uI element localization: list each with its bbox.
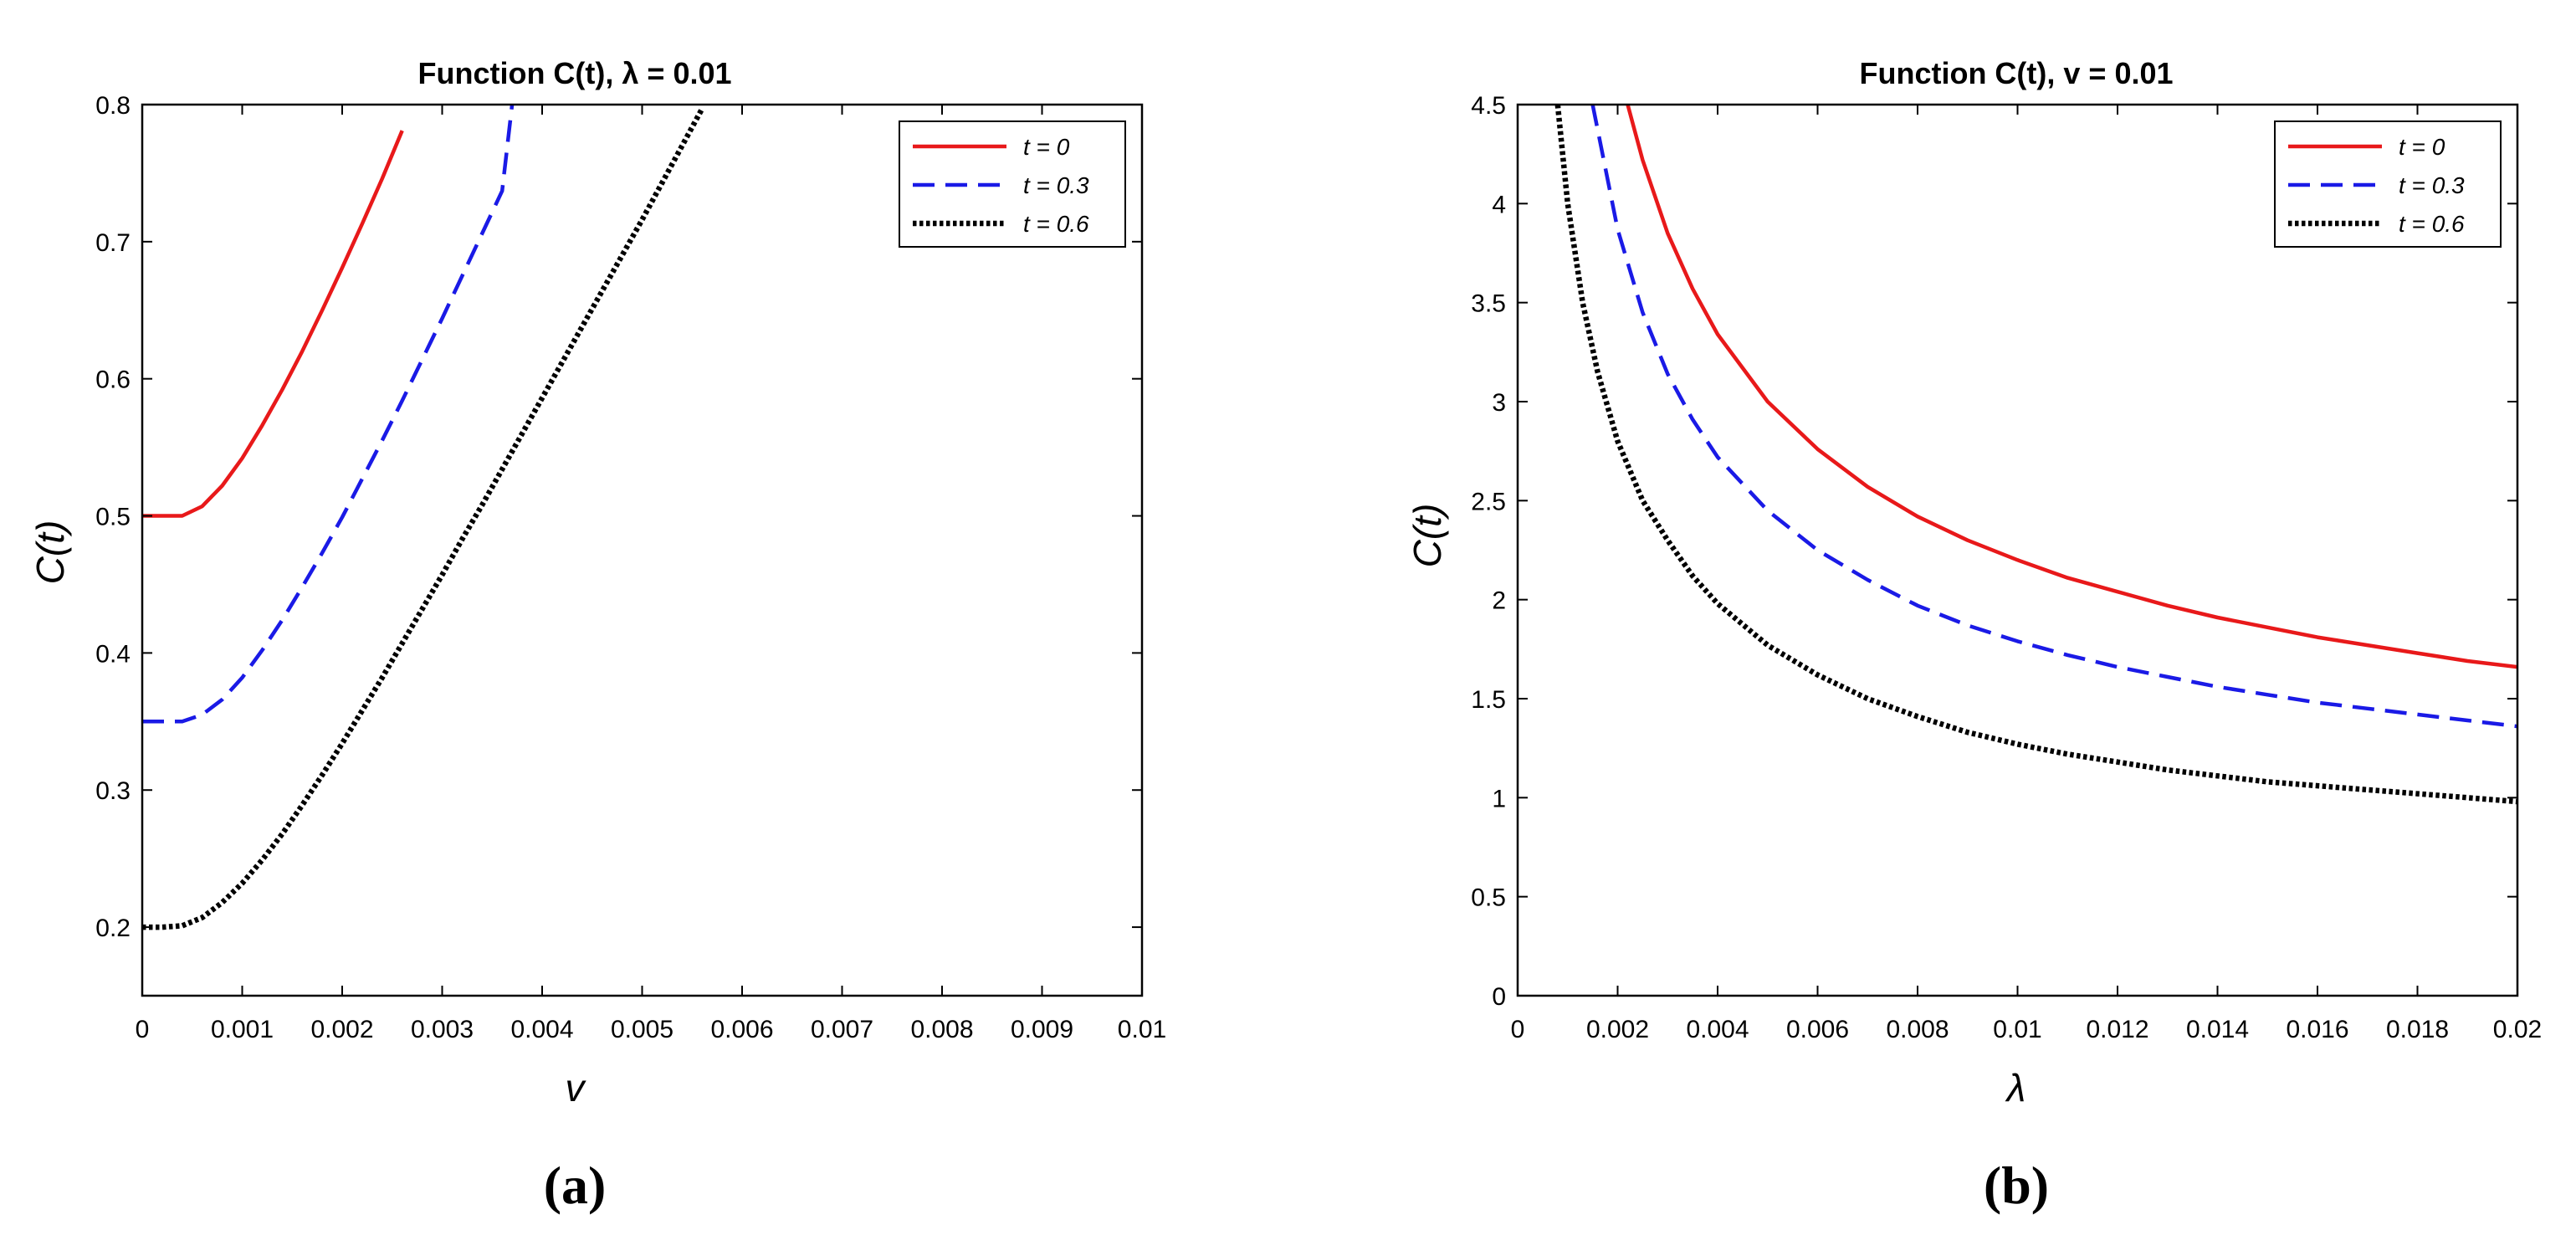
series-line-b-1	[1590, 105, 2517, 729]
series-line-b-2	[1554, 105, 2517, 805]
x-tick-label-a-4: 0.004	[510, 1016, 573, 1043]
chart-title-b: Function C(t), v = 0.01	[1859, 56, 2173, 90]
x-tick-label-b-7: 0.014	[2186, 1016, 2249, 1043]
x-tick-label-b-9: 0.018	[2386, 1016, 2449, 1043]
y-tick-label-a-5: 0.7	[95, 229, 131, 257]
y-axis-label-a: C(t)	[28, 520, 72, 585]
y-tick-label-a-0: 0.2	[95, 915, 131, 942]
y-tick-label-a-4: 0.6	[95, 366, 131, 394]
x-tick-label-b-4: 0.008	[1886, 1016, 1949, 1043]
panel-label-b: (b)	[1984, 1156, 2049, 1215]
y-tick-label-b-6: 3	[1492, 389, 1506, 417]
x-tick-label-a-0: 0	[136, 1016, 150, 1043]
legend-label-a-0: t = 0	[1023, 134, 1070, 160]
x-tick-label-a-7: 0.007	[811, 1016, 873, 1043]
x-tick-label-b-3: 0.006	[1786, 1016, 1849, 1043]
x-tick-label-a-8: 0.008	[910, 1016, 973, 1043]
y-tick-label-a-1: 0.3	[95, 777, 131, 805]
x-tick-label-b-1: 0.002	[1586, 1016, 1649, 1043]
y-tick-label-b-1: 0.5	[1471, 884, 1506, 912]
x-tick-label-b-0: 0	[1511, 1016, 1525, 1043]
x-tick-label-a-2: 0.002	[310, 1016, 373, 1043]
plot-area-a: 0 0.001 0.002 0.003 0.004 0.005 0.006 0.007 0.00…	[95, 92, 1166, 1043]
series-line-b-0	[1626, 105, 2517, 669]
chart-title-a: Function C(t), λ = 0.01	[417, 56, 731, 90]
x-tick-label-a-5: 0.005	[611, 1016, 673, 1043]
y-tick-label-a-3: 0.5	[95, 504, 131, 531]
legend-label-b-2: t = 0.6	[2399, 211, 2465, 237]
y-tick-label-b-8: 4	[1492, 191, 1506, 218]
y-tick-label-b-3: 1.5	[1471, 686, 1506, 714]
x-tick-label-a-3: 0.003	[411, 1016, 474, 1043]
chart-panel-a: Function C(t), λ = 0.01 0 0.001 0.002 0.003…	[28, 56, 1166, 1215]
legend-b: t = 0 t = 0.3 t = 0.6	[2274, 120, 2502, 248]
legend-box-b	[2274, 120, 2502, 248]
y-tick-label-b-5: 2.5	[1471, 488, 1506, 515]
plot-area-b: 0 0.002 0.004 0.006 0.008 0.01 0.012 0.014 0.016…	[1471, 92, 2542, 1043]
y-tick-label-a-2: 0.4	[95, 640, 131, 668]
legend-a: t = 0 t = 0.3 t = 0.6	[899, 120, 1126, 248]
y-tick-label-a-6: 0.8	[95, 92, 131, 120]
legend-label-b-1: t = 0.3	[2399, 172, 2465, 198]
x-tick-label-a-9: 0.009	[1011, 1016, 1073, 1043]
series-line-a-0	[142, 130, 404, 518]
y-tick-label-b-2: 1	[1492, 785, 1506, 812]
y-axis-label-b: C(t)	[1406, 504, 1449, 568]
x-tick-label-a-1: 0.001	[211, 1016, 274, 1043]
x-tick-label-b-8: 0.016	[2286, 1016, 2348, 1043]
x-tick-label-b-5: 0.01	[1993, 1016, 2041, 1043]
x-tick-label-b-10: 0.02	[2493, 1016, 2542, 1043]
x-tick-label-a-10: 0.01	[1118, 1016, 1166, 1043]
legend-box-a	[899, 120, 1126, 248]
x-tick-label-b-2: 0.004	[1686, 1016, 1749, 1043]
panel-label-a: (a)	[544, 1156, 607, 1215]
x-axis-label-b: λ	[2005, 1066, 2026, 1109]
legend-label-a-2: t = 0.6	[1023, 211, 1089, 237]
y-tick-label-b-4: 2	[1492, 587, 1506, 615]
series-line-a-1	[142, 105, 515, 724]
y-tick-label-b-0: 0	[1492, 983, 1506, 1011]
y-tick-label-b-7: 3.5	[1471, 290, 1506, 318]
y-tick-label-b-9: 4.5	[1471, 92, 1506, 120]
legend-label-b-0: t = 0	[2399, 134, 2445, 160]
chart-panel-b: Function C(t), v = 0.01 0 0.002 0.004 0.006…	[1406, 56, 2542, 1215]
x-tick-label-a-6: 0.006	[710, 1016, 773, 1043]
legend-label-a-1: t = 0.3	[1023, 172, 1089, 198]
x-tick-label-b-6: 0.012	[2086, 1016, 2148, 1043]
x-axis-label-a: v	[566, 1066, 587, 1109]
series-line-a-2	[142, 107, 705, 930]
